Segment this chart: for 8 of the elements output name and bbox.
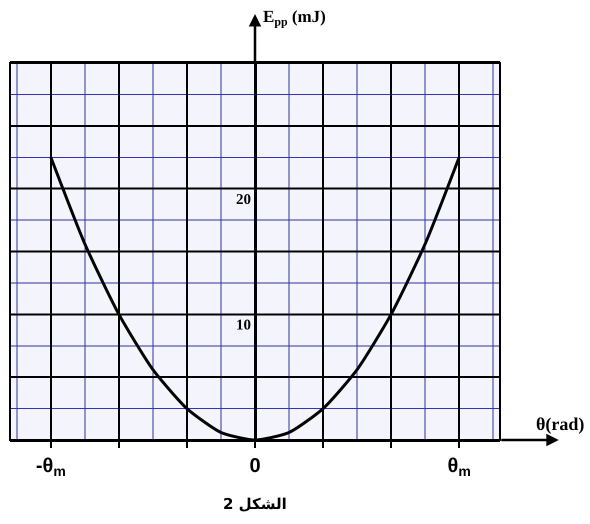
text: الشكل 2 — [223, 495, 287, 513]
y-axis-title: E$_{pp}$ (mJ) — [263, 7, 326, 29]
y-tick-label: 10 — [236, 318, 251, 334]
x-axis-title: θ(rad) — [536, 414, 584, 434]
x-tick-label: θ$_{m}$ — [448, 455, 471, 480]
y-tick-label: 20 — [236, 192, 251, 208]
x-tick-label: -θ$_{m}$ — [36, 455, 66, 480]
x-tick-label: 0 — [249, 455, 261, 477]
